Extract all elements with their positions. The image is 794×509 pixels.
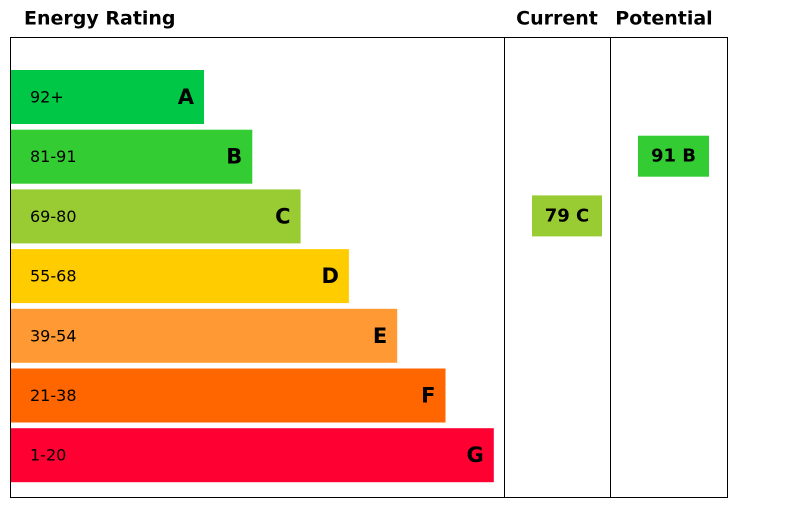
band-letter: C bbox=[275, 204, 290, 228]
band-bar bbox=[11, 308, 398, 363]
band-range: 81-91 bbox=[30, 147, 77, 166]
band-bar bbox=[11, 189, 301, 244]
title: Energy Rating bbox=[24, 8, 176, 30]
band-bar bbox=[11, 428, 494, 483]
potential-header: Potential bbox=[615, 8, 712, 30]
band-letter: F bbox=[421, 384, 435, 408]
band-bar bbox=[11, 129, 253, 184]
band-range: 21-38 bbox=[30, 386, 77, 405]
band-bar bbox=[11, 70, 204, 124]
frame bbox=[10, 37, 728, 498]
potential-label: 91 B bbox=[651, 146, 696, 167]
band-range: 1-20 bbox=[30, 446, 66, 465]
band-bar bbox=[11, 249, 349, 304]
current-label: 79 C bbox=[545, 205, 590, 226]
band-letter: G bbox=[467, 443, 484, 467]
current-header: Current bbox=[516, 8, 598, 30]
band-range: 69-80 bbox=[30, 207, 77, 226]
band-range: 92+ bbox=[30, 88, 64, 107]
band-bar bbox=[11, 368, 446, 423]
current-badge bbox=[532, 195, 602, 237]
band-range: 55-68 bbox=[30, 267, 77, 286]
band-letter: B bbox=[226, 145, 242, 169]
band-letter: D bbox=[321, 264, 338, 288]
band-letter: E bbox=[373, 324, 387, 348]
band-letter: A bbox=[178, 85, 195, 109]
potential-badge bbox=[638, 135, 709, 177]
band-range: 39-54 bbox=[30, 326, 77, 345]
